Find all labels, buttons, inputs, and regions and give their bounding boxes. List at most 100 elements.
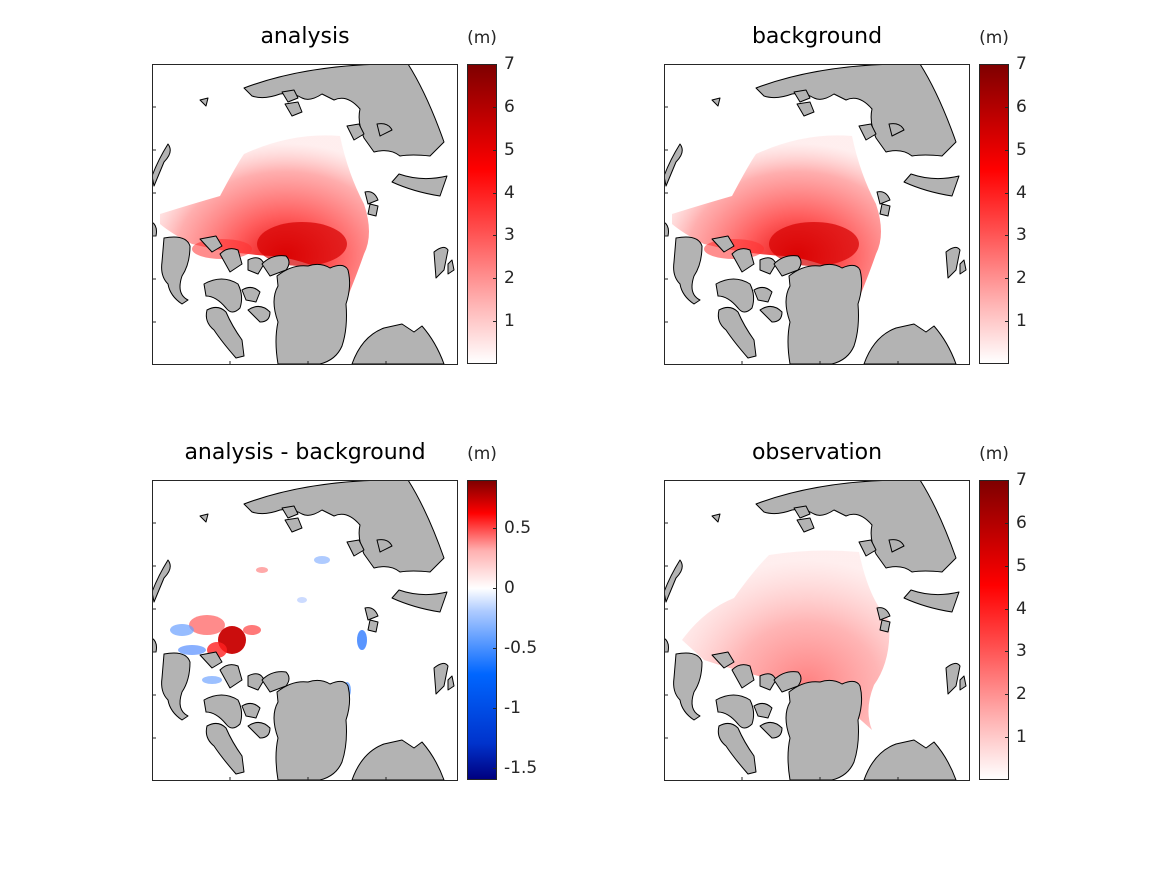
landmass xyxy=(945,246,961,279)
colorbar xyxy=(467,64,497,364)
landmass xyxy=(281,89,299,103)
landmass xyxy=(796,517,815,533)
difference-patch xyxy=(170,624,194,636)
landmass xyxy=(793,505,811,519)
landmass xyxy=(673,652,703,721)
landmass xyxy=(903,173,960,197)
landmass xyxy=(759,722,783,739)
panel-title: analysis xyxy=(260,24,350,49)
colorbar-tick xyxy=(1005,106,1009,108)
landmass xyxy=(753,702,773,719)
landmass xyxy=(879,203,891,217)
landmass xyxy=(199,651,223,669)
colorbar-tick-label: 5 xyxy=(1016,139,1027,160)
colorbar-tick xyxy=(1005,192,1009,194)
landmass xyxy=(876,191,891,205)
thick-ice-region xyxy=(769,222,859,266)
landmass xyxy=(959,259,967,275)
panel-title: observation xyxy=(751,440,883,465)
landmass xyxy=(247,306,271,323)
landmass xyxy=(247,722,271,739)
landmass xyxy=(203,278,243,313)
landmass xyxy=(346,539,365,557)
map-plot xyxy=(664,64,970,365)
colorbar-tick-label: 1 xyxy=(1016,727,1027,748)
landmass xyxy=(447,675,455,691)
landmass xyxy=(759,673,777,691)
colorbar-tick-label: -1 xyxy=(504,698,521,718)
landmass xyxy=(903,589,960,613)
difference-patch xyxy=(202,676,222,684)
landmass xyxy=(273,679,351,781)
colorbar-tick-label: -1.5 xyxy=(504,758,538,778)
plot-frame xyxy=(664,480,970,781)
colorbar-tick xyxy=(1005,608,1009,610)
colorbar-unit: (m) xyxy=(467,28,497,48)
colorbar-unit: (m) xyxy=(467,444,497,464)
colorbar-tick xyxy=(1005,565,1009,567)
colorbar-tick xyxy=(1005,278,1009,280)
landmass xyxy=(161,236,191,305)
colorbar-tick-label: 5 xyxy=(504,139,515,160)
colorbar-tick-label: 2 xyxy=(1016,268,1027,289)
difference-patch xyxy=(357,630,367,650)
colorbar-tick-label: 0 xyxy=(504,578,515,598)
colorbar-tick-label: 7 xyxy=(1016,54,1027,74)
colorbar-unit: (m) xyxy=(979,444,1009,464)
panel-observation: observation (m) 1 2 3 4 5 6 7 xyxy=(664,440,1064,781)
colorbar-tick xyxy=(493,278,497,280)
landmass xyxy=(785,679,863,781)
landmass xyxy=(219,248,243,273)
colorbar-tick xyxy=(1005,321,1009,323)
landmass xyxy=(773,671,802,693)
land xyxy=(664,480,967,781)
colorbar-tick-label: 7 xyxy=(504,54,515,74)
landmass xyxy=(241,286,261,303)
colorbar-tick xyxy=(493,768,497,769)
landmass xyxy=(281,505,299,519)
landmass xyxy=(247,673,265,691)
colorbar-tick xyxy=(493,64,497,65)
colorbar-ticks: 1 2 3 4 5 6 7 xyxy=(1005,470,1060,780)
landmass xyxy=(755,64,957,157)
colorbar-tick xyxy=(493,321,497,323)
landmass xyxy=(241,702,261,719)
landmass xyxy=(391,589,448,613)
colorbar-tick-label: 3 xyxy=(1016,225,1027,246)
map-plot xyxy=(152,64,458,365)
landmass xyxy=(261,255,290,277)
colorbar-tick-label: 3 xyxy=(1016,641,1027,662)
colorbar-tick-label: 6 xyxy=(1016,512,1027,533)
landmass xyxy=(199,97,209,107)
landmass xyxy=(715,694,755,729)
panel-difference: analysis - background (m) -1.5 -1 -0.5 0 0.5 xyxy=(152,440,552,781)
land xyxy=(664,64,967,365)
landmass xyxy=(199,235,223,253)
difference-patch xyxy=(314,556,330,564)
colorbar-tick-label: 5 xyxy=(1016,555,1027,576)
colorbar-tick xyxy=(1005,522,1009,524)
landmass xyxy=(759,257,777,275)
land xyxy=(152,64,455,365)
colorbar-tick xyxy=(493,588,497,589)
colorbar-tick-label: 1 xyxy=(1016,311,1027,332)
colorbar-tick-label: 4 xyxy=(1016,598,1027,619)
landmass xyxy=(391,173,448,197)
landmass xyxy=(247,257,265,275)
landmass xyxy=(273,263,351,365)
landmass xyxy=(945,662,961,695)
landmass xyxy=(876,607,891,621)
landmass xyxy=(711,235,735,253)
panel-title: background xyxy=(751,24,883,49)
map-plot xyxy=(664,480,970,781)
colorbar-tick xyxy=(1005,64,1009,65)
landmass xyxy=(243,64,445,157)
colorbar-tick-label: 2 xyxy=(1016,684,1027,705)
colorbar-tick xyxy=(493,106,497,108)
landmass xyxy=(261,671,290,693)
panel-title: analysis - background xyxy=(184,440,426,465)
landmass xyxy=(879,619,891,633)
colorbar-ticks: 1 2 3 4 5 6 7 xyxy=(1005,54,1060,364)
landmass xyxy=(717,722,757,775)
landmass xyxy=(284,101,303,117)
